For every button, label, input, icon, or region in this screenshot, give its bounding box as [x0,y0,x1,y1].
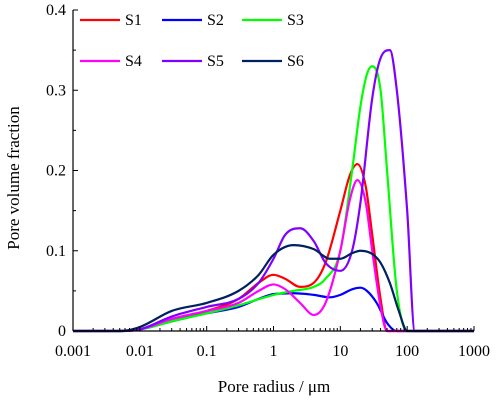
legend-label-s6: S6 [287,53,304,70]
x-tick-label: 100 [395,343,419,360]
legend-label-s2: S2 [207,12,224,29]
y-tick-label: 0.2 [46,163,66,180]
legend-label-s1: S1 [125,12,142,29]
series-layer [73,49,474,333]
x-tick-label: 1 [270,343,278,360]
x-tick-label: 0.01 [126,343,154,360]
y-axis-title: Pore volume fraction [4,106,23,250]
series-line-s5 [73,49,474,333]
series-line-s3 [73,65,474,333]
y-tick-label: 0.3 [46,82,66,99]
series-line-s4 [73,179,474,333]
legend: S1 S2 S3 S4 S5 S6 [80,12,304,70]
x-tick-label: 0.001 [55,343,91,360]
axes-layer: 0 0.1 0.2 0.3 0.4 0.001 0.01 0.1 1 10 100 1000 [46,2,490,360]
series-line-s6 [73,244,474,333]
y-tick-label: 0 [58,323,66,340]
series-line-s1 [73,162,474,333]
x-tick-label: 0.1 [197,343,217,360]
y-tick-label: 0.1 [46,243,66,260]
legend-label-s3: S3 [287,12,304,29]
x-tick-label: 1000 [458,343,490,360]
legend-label-s5: S5 [207,53,224,70]
legend-label-s4: S4 [125,53,142,70]
x-axis-title: Pore radius / μm [218,377,331,396]
y-tick-label: 0.4 [46,2,66,19]
x-tick-label: 10 [332,343,348,360]
